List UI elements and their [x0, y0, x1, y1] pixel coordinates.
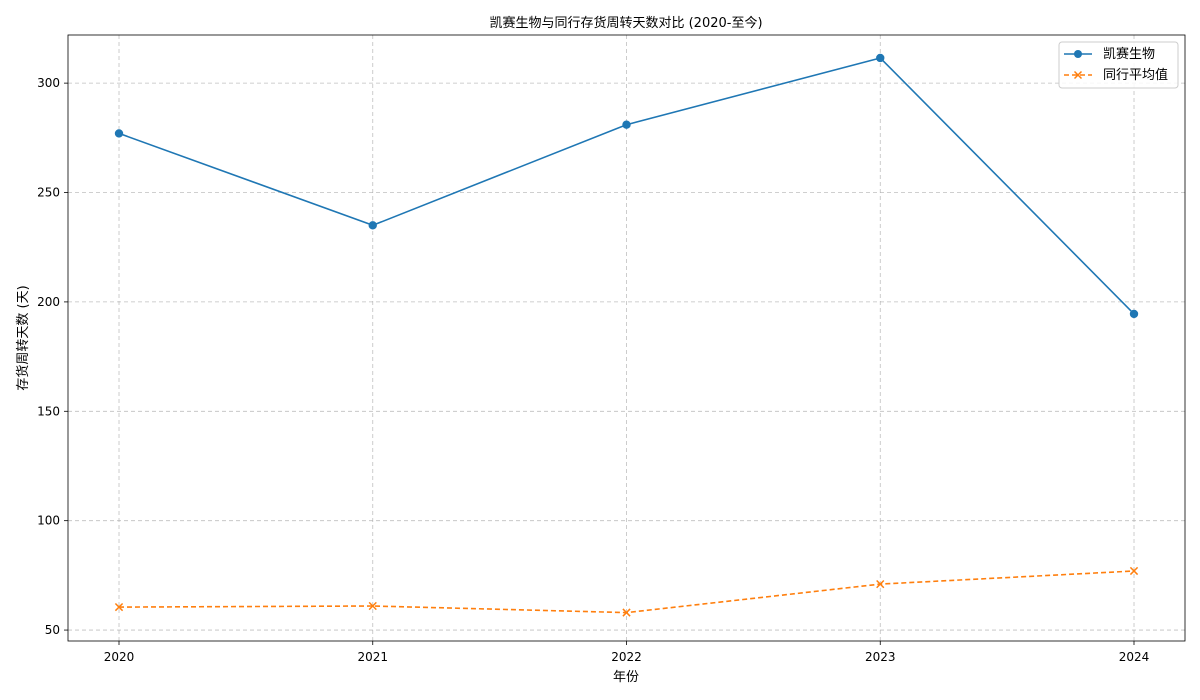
data-point — [1129, 309, 1139, 319]
x-tick-label: 2024 — [1119, 650, 1150, 664]
legend-marker-2 — [1073, 70, 1083, 80]
series-layer — [114, 53, 1139, 617]
y-tick-label: 200 — [37, 295, 60, 309]
x-tick-label: 2020 — [104, 650, 135, 664]
data-point — [368, 221, 377, 230]
axis-ticks: 2020 2021 2022 2023 2024 50 100 150 200 250 300 — [37, 76, 1149, 664]
y-tick-label: 300 — [37, 76, 60, 90]
chart-title: 凯赛生物与同行存货周转天数对比 (2020-至今) — [489, 15, 762, 31]
data-point — [114, 129, 124, 138]
legend: 凯赛生物 同行平均值 — [1058, 41, 1179, 89]
y-tick-label: 150 — [37, 404, 60, 418]
y-tick-label: 250 — [37, 186, 60, 200]
x-tick-label: 2023 — [865, 650, 896, 664]
series-1 — [114, 53, 1139, 319]
x-tick-label: 2021 — [357, 650, 388, 664]
y-tick-label: 50 — [45, 623, 60, 637]
y-tick-label: 100 — [37, 514, 60, 528]
legend-label-1: 凯赛生物 — [1103, 46, 1155, 62]
legend-marker-1 — [1074, 50, 1082, 58]
legend-label-2: 同行平均值 — [1103, 67, 1168, 83]
x-axis-title: 年份 — [613, 670, 639, 685]
x-tick-label: 2022 — [611, 650, 642, 664]
data-point — [368, 601, 377, 611]
grid-layer — [68, 35, 1185, 641]
y-axis-title: 存货周转天数 (天) — [15, 285, 31, 390]
data-point — [876, 53, 885, 63]
series-2 — [114, 566, 1139, 617]
data-point — [622, 120, 631, 129]
data-point — [1129, 566, 1139, 576]
data-point — [622, 608, 631, 617]
data-point — [876, 579, 885, 589]
data-point — [114, 602, 124, 612]
